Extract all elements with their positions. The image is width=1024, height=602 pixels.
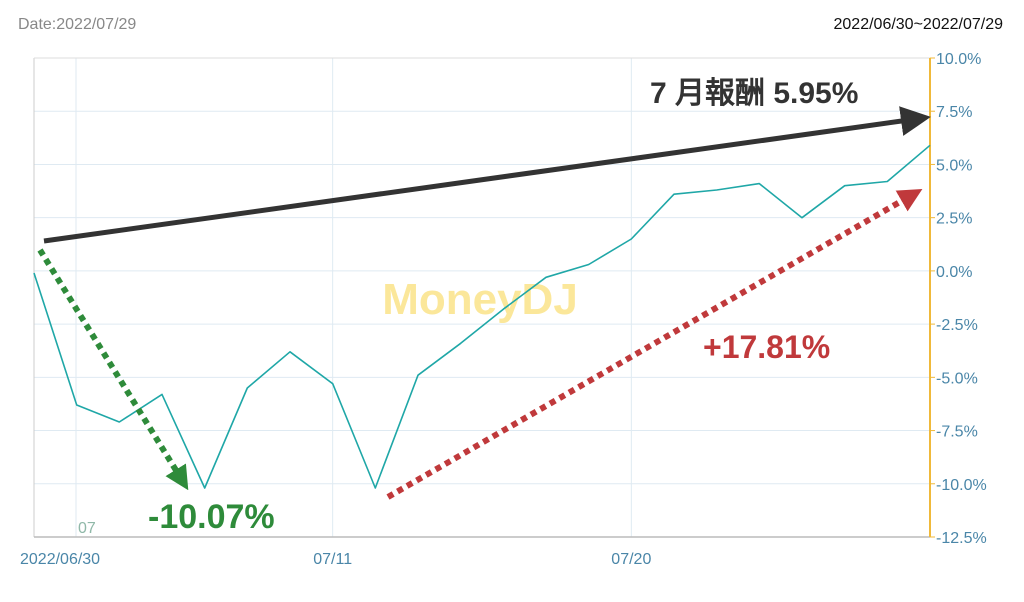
date-label: Date:2022/07/29: [18, 16, 137, 33]
y-tick-label: 10.0%: [936, 51, 981, 68]
series-line: [33, 144, 931, 489]
decline-annotation: -10.07%: [148, 498, 275, 536]
x-tick-label: 07/11: [313, 551, 352, 568]
monthly-return-annotation: 7 月報酬 5.95%: [650, 77, 858, 110]
y-tick-label: -2.5%: [936, 317, 978, 334]
y-tick-label: 2.5%: [936, 211, 972, 228]
series-layer: [33, 144, 931, 489]
decline-arrow: [37, 248, 189, 491]
date-range-label: 2022/06/30~2022/07/29: [833, 16, 1004, 33]
watermark-text: MoneyDJ: [382, 275, 578, 324]
x-tick-label: 2022/06/30: [20, 551, 100, 568]
x-tick-label: 07/20: [611, 551, 651, 568]
y-tick-label: -10.0%: [936, 477, 987, 494]
y-tick-label: -7.5%: [936, 424, 978, 441]
y-tick-label: 7.5%: [936, 104, 972, 121]
rebound-annotation: +17.81%: [703, 329, 830, 365]
annotations: 7 月報酬 5.95% -10.07% +17.81%: [37, 77, 931, 536]
axes: 10.0% 7.5% 5.0% 2.5% 0.0% -2.5% -5.0% -7.5% -10.…: [20, 51, 987, 568]
y-tick-label: -5.0%: [936, 370, 978, 387]
month-marker: 07: [78, 520, 96, 537]
y-tick-label: 0.0%: [936, 264, 972, 281]
y-tick-label: -12.5%: [936, 530, 987, 547]
y-tick-label: 5.0%: [936, 157, 972, 174]
rebound-arrow: [386, 189, 923, 500]
total-return-arrow: [43, 106, 931, 244]
